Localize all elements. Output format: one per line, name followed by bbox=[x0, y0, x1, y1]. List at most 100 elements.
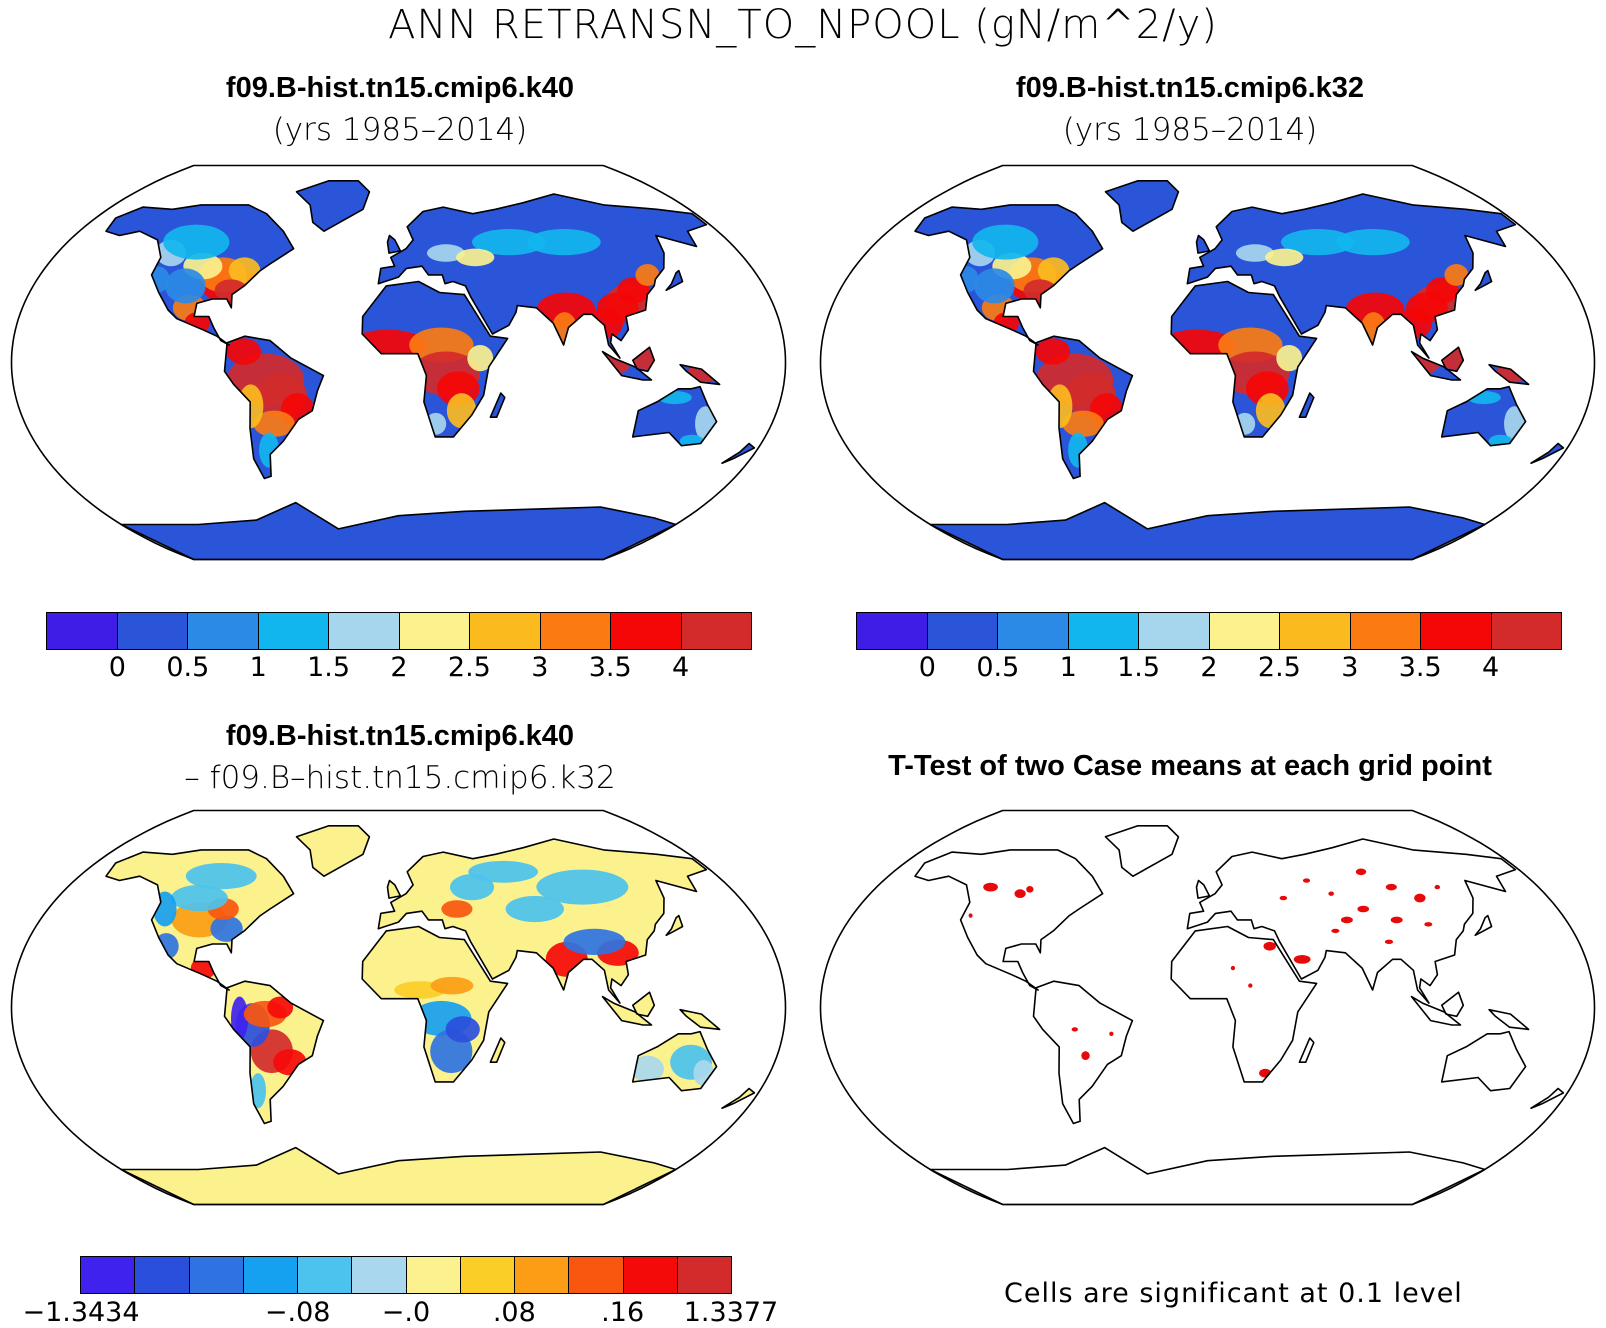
coastline-south_america bbox=[223, 980, 325, 1125]
coastline-uk bbox=[386, 234, 402, 254]
colorbar-k32-swatch-5 bbox=[1209, 613, 1280, 649]
colorbar-difference bbox=[80, 1256, 732, 1294]
significant-cell bbox=[1424, 922, 1433, 927]
significant-cell bbox=[1109, 1031, 1114, 1036]
map-value-region bbox=[170, 884, 228, 912]
map-border bbox=[819, 809, 1596, 1206]
map-value-region bbox=[230, 996, 249, 1041]
colorbar-difference-tick-label: −.0 bbox=[381, 1297, 431, 1328]
map-value-region bbox=[563, 928, 626, 955]
coastline-eurasia bbox=[377, 838, 708, 1004]
map-value-region bbox=[1235, 244, 1274, 262]
significant-cell bbox=[1279, 895, 1288, 901]
colorbar-k40-swatch-6 bbox=[470, 613, 541, 649]
significant-cell bbox=[968, 913, 973, 918]
map-panel-ttest bbox=[819, 809, 1596, 1206]
coastline-borneo bbox=[1441, 991, 1465, 1018]
map-value-region bbox=[472, 228, 546, 256]
coastline-greenland bbox=[1104, 825, 1180, 877]
coastline-nz bbox=[1530, 442, 1565, 464]
colorbar-k32-tick-label: 0 bbox=[918, 652, 936, 683]
colorbar-difference-swatch-9 bbox=[569, 1257, 624, 1293]
coastline-south_america bbox=[1032, 980, 1134, 1125]
map-value-region bbox=[267, 996, 294, 1019]
map-value-region bbox=[630, 1055, 664, 1082]
colorbar-k32-tick-label: 4 bbox=[1482, 652, 1500, 683]
significant-cell bbox=[1385, 883, 1397, 891]
colorbar-k40-swatch-4 bbox=[329, 613, 400, 649]
significant-cell bbox=[1384, 939, 1394, 945]
map-value-region bbox=[210, 915, 243, 942]
colorbar-difference-swatch-11 bbox=[677, 1257, 731, 1293]
colorbar-difference-tick-label: .08 bbox=[492, 1297, 536, 1328]
figure-title: ANN RETRANSN_TO_NPOOL (gN/m^2/y) bbox=[388, 2, 1218, 48]
coastline-japan bbox=[665, 269, 684, 292]
significant-cell bbox=[983, 882, 998, 892]
colorbar-k40-swatch-7 bbox=[540, 613, 611, 649]
colorbar-difference-tick-label: −1.3434 bbox=[22, 1297, 140, 1328]
significant-cell bbox=[1263, 941, 1276, 951]
significant-cell bbox=[1390, 916, 1403, 924]
colorbar-k32-swatch-0 bbox=[857, 613, 928, 649]
coastline-uk bbox=[1195, 879, 1211, 899]
colorbar-k40-tick-label: 3 bbox=[531, 652, 549, 683]
colorbar-difference-swatch-5 bbox=[352, 1257, 407, 1293]
map-value-region bbox=[1281, 228, 1355, 256]
coastline-madagascar bbox=[489, 392, 506, 418]
coastline-nz bbox=[721, 1087, 756, 1109]
colorbar-k32-swatch-7 bbox=[1350, 613, 1421, 649]
map-panel-k32 bbox=[819, 164, 1596, 561]
coastline-newguinea bbox=[1488, 1008, 1530, 1031]
colorbar-k32-tick-label: 2 bbox=[1200, 652, 1218, 683]
coastline-japan bbox=[665, 914, 684, 937]
coastline-greenland bbox=[1104, 180, 1180, 232]
significant-cell bbox=[1414, 893, 1426, 903]
coastline-greenland bbox=[295, 825, 371, 877]
significance-note: Cells are significant at 0.1 level bbox=[1004, 1278, 1463, 1309]
colorbar-k32-swatch-8 bbox=[1421, 613, 1492, 649]
significant-cell bbox=[1434, 884, 1441, 890]
colorbar-difference-swatch-4 bbox=[298, 1257, 353, 1293]
map-value-region bbox=[505, 895, 564, 923]
colorbar-k32 bbox=[856, 612, 1562, 650]
coastline-antarctica bbox=[120, 501, 677, 561]
significant-cell bbox=[1071, 1027, 1079, 1032]
coastline-australia bbox=[631, 1030, 718, 1092]
map-value-region bbox=[456, 248, 495, 267]
coastline-eurasia bbox=[1186, 193, 1517, 359]
coastline-eurasia bbox=[377, 193, 708, 359]
colorbar-k32-tick-label: 0.5 bbox=[976, 652, 1020, 683]
colorbar-k32-swatch-9 bbox=[1491, 613, 1561, 649]
coastline-indonesia bbox=[601, 350, 653, 381]
coastline-borneo bbox=[632, 346, 656, 373]
coastline-north_america bbox=[914, 849, 1104, 991]
map-value-region bbox=[635, 264, 660, 286]
coastline-australia bbox=[1440, 1030, 1527, 1092]
significant-cell bbox=[1293, 954, 1311, 964]
colorbar-k40-tick-label: 0 bbox=[108, 652, 126, 683]
map-value-region bbox=[185, 863, 257, 890]
map-panel-k40 bbox=[10, 164, 787, 561]
colorbar-k40-swatch-0 bbox=[47, 613, 118, 649]
coastline-borneo bbox=[632, 991, 656, 1018]
coastline-madagascar bbox=[489, 1037, 506, 1063]
coastline-newguinea bbox=[1488, 363, 1530, 386]
colorbar-difference-tick-label: 1.3377 bbox=[683, 1297, 779, 1328]
significant-cell bbox=[1355, 868, 1367, 876]
significant-cell bbox=[1026, 886, 1034, 893]
colorbar-k32-swatch-2 bbox=[998, 613, 1069, 649]
coastline-north_america bbox=[914, 204, 1104, 346]
map-value-region bbox=[974, 268, 1015, 304]
significant-cell bbox=[1014, 889, 1026, 899]
coastline-africa bbox=[361, 925, 509, 1083]
coastline-australia bbox=[1440, 385, 1527, 447]
coastline-indonesia bbox=[1410, 995, 1462, 1026]
coastline-greenland bbox=[295, 180, 371, 232]
significant-cell bbox=[1331, 928, 1340, 934]
map-value-region bbox=[1276, 344, 1303, 372]
map-value-region bbox=[1444, 264, 1469, 286]
map-value-region bbox=[426, 244, 465, 262]
panel-subtitle-top-right: (yrs 1985–2014) bbox=[1062, 112, 1318, 148]
coastline-uk bbox=[1195, 234, 1211, 254]
coastline-japan bbox=[1474, 914, 1493, 937]
